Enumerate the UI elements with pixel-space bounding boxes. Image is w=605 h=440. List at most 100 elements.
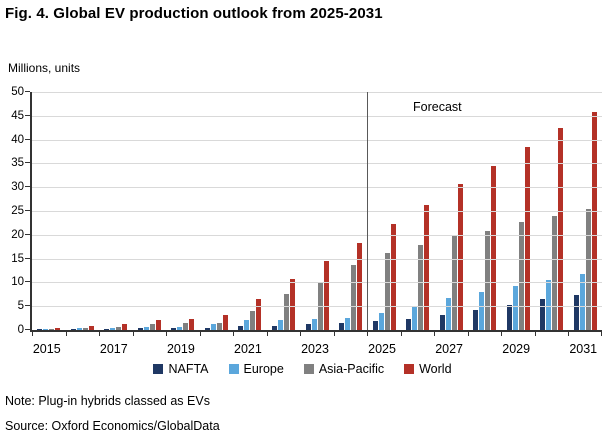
y-tick-label: 45	[11, 109, 24, 122]
legend-item-world: World	[404, 362, 452, 376]
bar-nafta-2031	[573, 294, 579, 330]
x-tick-label-2021: 2021	[234, 342, 262, 356]
x-tick-label-2029: 2029	[502, 342, 531, 356]
gridline-y10	[32, 282, 602, 284]
x-tick-label-2031: 2031	[569, 342, 598, 356]
bar-europe-2026	[412, 306, 418, 330]
y-tick-mark	[25, 305, 30, 307]
bar-group-2018	[133, 92, 167, 330]
bar-world-2016	[88, 325, 94, 330]
bar-nafta-2020	[204, 327, 210, 330]
x-tick-mark	[367, 332, 369, 336]
bar-world-2027	[457, 183, 463, 330]
y-tick-label: 50	[11, 86, 24, 98]
bar-europe-2020	[210, 323, 216, 330]
x-tick-mark	[233, 332, 235, 336]
y-tick-mark	[25, 91, 30, 92]
x-tick-mark	[32, 332, 33, 336]
legend-label: Asia-Pacific	[318, 362, 385, 376]
bar-group-2025	[367, 92, 401, 330]
bar-group-2022	[267, 92, 301, 330]
legend-swatch	[303, 364, 314, 374]
bar-group-2030	[535, 92, 569, 330]
bar-asia-pacific-2030	[552, 216, 558, 330]
x-tick-mark	[333, 332, 335, 336]
bar-asia-pacific-2024	[351, 264, 357, 330]
bar-group-2015	[32, 92, 66, 330]
x-tick-mark	[434, 332, 436, 336]
bar-asia-pacific-2021	[250, 310, 256, 330]
bar-group-2029	[501, 92, 535, 330]
legend-swatch	[153, 364, 164, 374]
bar-world-2031	[591, 111, 597, 330]
legend-label: Europe	[243, 362, 284, 376]
legend-item-nafta: NAFTA	[153, 362, 209, 376]
bar-europe-2023	[311, 318, 317, 330]
figure-title: Fig. 4. Global EV production outlook fro…	[5, 5, 383, 22]
bar-europe-2016	[76, 328, 82, 330]
x-tick-label-2027: 2027	[435, 342, 464, 356]
x-tick-mark	[266, 332, 268, 336]
bar-europe-2021	[244, 320, 250, 330]
bar-nafta-2016	[70, 328, 76, 330]
x-tick-mark	[501, 332, 503, 336]
x-tick-label-2023: 2023	[301, 342, 329, 356]
bar-group-2020	[200, 92, 234, 330]
bar-world-2030	[558, 128, 564, 330]
x-tick-label-2019: 2019	[166, 342, 195, 356]
x-tick-mark	[166, 332, 168, 336]
gridline-y35	[32, 163, 602, 165]
bar-world-2023	[323, 260, 329, 330]
y-tick-label: 35	[11, 157, 24, 170]
y-tick-mark	[25, 162, 30, 164]
bar-asia-pacific-2025	[384, 252, 390, 330]
bar-world-2026	[424, 205, 430, 330]
plot-area	[25, 91, 602, 336]
bar-asia-pacific-2016	[82, 327, 88, 330]
bar-world-2017	[122, 323, 128, 330]
x-tick-label-2015: 2015	[32, 342, 61, 356]
bar-europe-2022	[277, 320, 283, 330]
y-tick-mark	[25, 186, 30, 188]
bar-group-2028	[468, 92, 502, 330]
bar-europe-2031	[579, 274, 585, 330]
forecast-divider-line	[367, 92, 369, 330]
legend-swatch	[228, 364, 239, 374]
legend-item-asia-pacific: Asia-Pacific	[303, 362, 385, 376]
legend-item-europe: Europe	[228, 362, 284, 376]
y-tick-label: 20	[11, 228, 24, 241]
y-tick-mark	[25, 233, 30, 235]
bar-asia-pacific-2019	[183, 323, 189, 330]
bar-europe-2015	[43, 328, 49, 330]
x-tick-mark	[400, 332, 402, 336]
bar-nafta-2021	[238, 325, 244, 330]
bar-europe-2028	[479, 291, 485, 330]
legend-label: World	[419, 362, 452, 376]
bar-groups-container	[32, 92, 602, 330]
gridline-y50	[32, 92, 602, 93]
bar-world-2029	[524, 146, 530, 330]
bar-world-2018	[155, 320, 161, 330]
x-tick-mark	[534, 332, 536, 336]
bar-europe-2018	[143, 327, 149, 330]
bar-world-2024	[357, 242, 363, 330]
bar-world-2028	[491, 165, 497, 330]
bar-nafta-2024	[339, 323, 345, 330]
bar-asia-pacific-2017	[116, 326, 122, 330]
x-tick-mark	[300, 332, 302, 336]
bar-nafta-2030	[540, 299, 546, 330]
x-tick-mark	[99, 332, 101, 336]
bar-asia-pacific-2031	[585, 208, 591, 330]
bar-world-2015	[55, 327, 61, 330]
gridline-y45	[32, 115, 602, 117]
y-tick-mark	[25, 281, 30, 283]
bar-europe-2024	[345, 317, 351, 330]
y-tick-label: 0	[17, 324, 24, 336]
bar-world-2020	[222, 314, 228, 330]
gridline-y5	[32, 306, 602, 308]
legend-swatch	[404, 364, 415, 374]
bar-world-2021	[256, 298, 262, 330]
y-tick-mark	[25, 210, 30, 211]
source-text: Source: Oxford Economics/GlobalData	[5, 419, 220, 433]
